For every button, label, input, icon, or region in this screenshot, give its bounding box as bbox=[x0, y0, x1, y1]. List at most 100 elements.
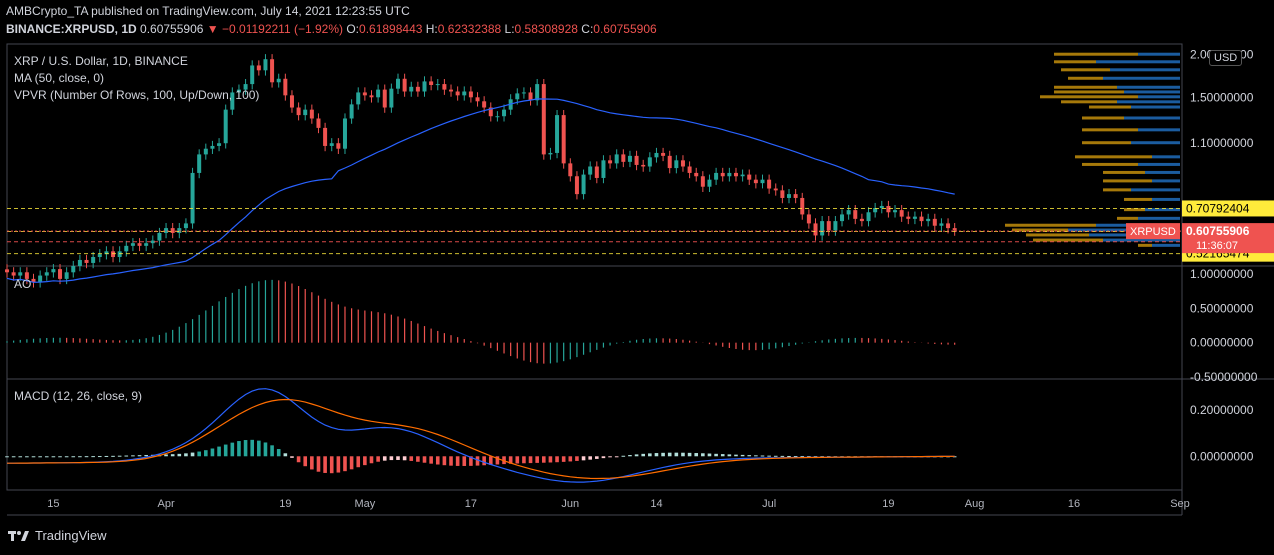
vpvr-row-up bbox=[1138, 162, 1180, 166]
macd-histogram-bar bbox=[204, 450, 208, 457]
candle-body bbox=[826, 221, 831, 231]
candle-body bbox=[442, 84, 447, 90]
candle-body bbox=[939, 223, 944, 226]
vpvr-row-down bbox=[1012, 228, 1068, 232]
macd-histogram-bar bbox=[488, 456, 493, 465]
macd-histogram-bar bbox=[190, 452, 195, 457]
time-tick-label: May bbox=[354, 498, 375, 510]
candle-body bbox=[283, 78, 288, 96]
macd-histogram-bar bbox=[5, 456, 9, 458]
candle-body bbox=[919, 216, 924, 222]
candle-body bbox=[97, 254, 102, 258]
candle-body bbox=[906, 216, 911, 219]
vpvr-legend[interactable]: VPVR (Number Of Rows, 100, Up/Down, 100) bbox=[14, 88, 260, 102]
macd-histogram-bar bbox=[84, 456, 89, 458]
macd-tick-label: 0.20000000 bbox=[1190, 403, 1254, 417]
macd-histogram-bar bbox=[197, 451, 201, 457]
macd-histogram-bar bbox=[104, 455, 109, 457]
candle-body bbox=[117, 251, 122, 258]
candle-body bbox=[256, 65, 261, 71]
candle-body bbox=[303, 109, 308, 116]
macd-histogram-bar bbox=[356, 456, 361, 468]
candle-body bbox=[316, 118, 321, 128]
candle-body bbox=[482, 101, 487, 108]
publish-text: AMBCrypto_TA published on TradingView.co… bbox=[6, 4, 410, 18]
macd-histogram-bar bbox=[290, 456, 294, 458]
candle-body bbox=[800, 197, 805, 215]
macd-histogram-bar bbox=[667, 452, 672, 457]
time-tick-label: Sep bbox=[1170, 498, 1190, 510]
price-tick-label: 1.10000000 bbox=[1190, 136, 1254, 150]
macd-histogram-bar bbox=[555, 456, 559, 463]
macd-histogram-bar bbox=[787, 455, 791, 457]
macd-histogram-bar bbox=[131, 455, 135, 457]
candle-body bbox=[926, 218, 931, 222]
macd-histogram-bar bbox=[661, 452, 665, 457]
vpvr-row-down bbox=[1005, 223, 1096, 227]
macd-histogram-bar bbox=[369, 456, 374, 464]
macd-histogram-bar bbox=[11, 456, 16, 458]
vpvr-row-down bbox=[1054, 85, 1117, 89]
candle-body bbox=[396, 78, 400, 89]
tradingview-brand[interactable]: TradingView bbox=[8, 528, 107, 543]
macd-histogram-bar bbox=[495, 456, 500, 465]
time-tick-label: 19 bbox=[882, 498, 894, 510]
macd-histogram-bar bbox=[707, 453, 712, 457]
macd-histogram-bar bbox=[429, 456, 433, 464]
vpvr-row-up bbox=[1152, 197, 1180, 201]
candle-body bbox=[588, 166, 593, 175]
macd-histogram-bar bbox=[595, 456, 599, 459]
candle-body bbox=[250, 65, 255, 85]
candle-body bbox=[767, 179, 772, 189]
macd-histogram-bar bbox=[727, 454, 732, 457]
candle-body bbox=[31, 278, 36, 283]
macd-histogram-bar bbox=[296, 456, 301, 463]
candle-body bbox=[879, 205, 884, 209]
macd-histogram-bar bbox=[800, 456, 805, 458]
macd-histogram-bar bbox=[515, 456, 520, 464]
macd-histogram-bar bbox=[137, 455, 142, 457]
candle-body bbox=[170, 228, 175, 233]
currency-button[interactable]: USD bbox=[1209, 50, 1243, 66]
candle-body bbox=[707, 179, 712, 187]
macd-legend[interactable]: MACD (12, 26, close, 9) bbox=[14, 389, 143, 403]
vpvr-row-down bbox=[1082, 128, 1138, 132]
macd-histogram-bar bbox=[767, 455, 771, 457]
time-tick-label: 19 bbox=[279, 498, 291, 510]
ao-legend[interactable]: AO bbox=[14, 277, 32, 291]
candle-body bbox=[502, 109, 507, 117]
time-tick-label: 15 bbox=[47, 498, 59, 510]
candle-body bbox=[130, 243, 135, 246]
open-label: O: bbox=[346, 22, 360, 36]
publish-line: AMBCrypto_TA published on TradingView.co… bbox=[6, 4, 410, 18]
candle-body bbox=[793, 194, 798, 198]
candle-body bbox=[952, 228, 957, 231]
candle-body bbox=[535, 84, 540, 101]
candle-body bbox=[773, 188, 778, 191]
candle-body bbox=[674, 160, 679, 169]
macd-histogram-bar bbox=[283, 453, 288, 457]
vpvr-row-down bbox=[1103, 188, 1131, 192]
macd-histogram-bar bbox=[760, 455, 765, 457]
macd-histogram-bar bbox=[349, 456, 354, 470]
open-value: 0.61898443 bbox=[359, 22, 423, 36]
candle-body bbox=[124, 245, 129, 252]
candle-body bbox=[104, 251, 109, 255]
macd-histogram-bar bbox=[416, 456, 420, 462]
main-title[interactable]: XRP / U.S. Dollar, 1D, BINANCE bbox=[14, 54, 188, 68]
candle-body bbox=[495, 116, 500, 118]
macd-histogram-bar bbox=[223, 444, 228, 457]
macd-histogram-bar bbox=[217, 446, 221, 457]
macd-histogram-bar bbox=[31, 456, 36, 458]
candle-body bbox=[296, 107, 301, 116]
macd-histogram-bar bbox=[701, 453, 705, 457]
symbol-label: BINANCE:XRPUSD, 1D bbox=[6, 22, 137, 36]
macd-histogram-bar bbox=[522, 456, 526, 464]
ma-legend[interactable]: MA (50, close, 0) bbox=[14, 71, 105, 85]
high-value: 0.62332388 bbox=[437, 22, 502, 36]
macd-histogram-bar bbox=[303, 456, 308, 467]
candle-body bbox=[780, 190, 785, 198]
macd-histogram-bar bbox=[316, 456, 321, 472]
vpvr-row-up bbox=[1152, 179, 1180, 183]
